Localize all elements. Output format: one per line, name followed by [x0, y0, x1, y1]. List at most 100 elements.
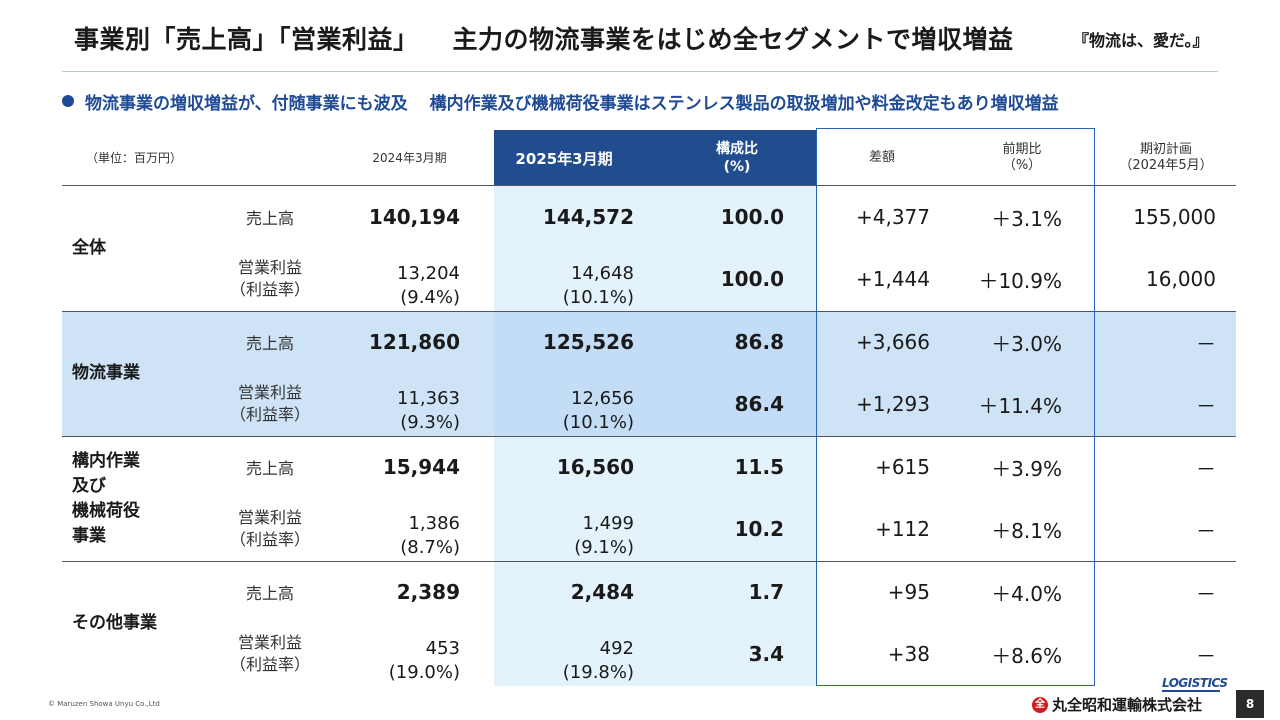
profit-fy2024-rate: (8.7%): [400, 536, 460, 560]
row-label-profit-line2: （利益率）: [230, 654, 310, 676]
segment-name-line: 構内作業: [72, 449, 140, 474]
row-label-profit-line1: 営業利益: [238, 382, 302, 404]
sales-plan: －: [1096, 436, 1216, 498]
row-label-profit-line2: （利益率）: [230, 529, 310, 551]
profit-fy2025-rate: (9.1%): [574, 536, 634, 560]
row-label-sales: 売上高: [210, 186, 330, 248]
title-divider: [62, 71, 1218, 72]
tagline: 『物流は、愛だ。』: [1073, 27, 1209, 51]
segment-name: 構内作業 及び 機械荷役 事業: [72, 438, 202, 559]
sales-yoy: ＋3.9%: [962, 436, 1062, 498]
profit-fy2025: 1,499 (9.1%): [494, 498, 634, 560]
header-yoy: 前期比 （%）: [972, 130, 1072, 186]
page-number: 8: [1236, 690, 1264, 718]
profit-fy2024: 453 (19.0%): [332, 623, 460, 685]
row-label-profit-line2: （利益率）: [230, 279, 310, 301]
profit-fy2024: 11,363 (9.3%): [332, 373, 460, 435]
header-plan-line2: （2024年5月）: [1119, 158, 1212, 174]
segment-name-line: 機械荷役: [72, 499, 140, 524]
profit-yoy: ＋11.4%: [962, 373, 1062, 435]
profit-fy2024-value: 1,386: [408, 512, 460, 536]
profit-fy2025-value: 12,656: [571, 387, 634, 411]
row-label-profit: 営業利益 （利益率）: [210, 248, 330, 310]
profit-diff: +112: [818, 498, 930, 560]
sales-plan: －: [1096, 311, 1216, 373]
bullet-icon: [62, 95, 74, 107]
row-label-profit-line1: 営業利益: [238, 257, 302, 279]
profit-ratio: 10.2: [636, 498, 784, 560]
profit-plan: －: [1096, 373, 1216, 435]
page-title: 事業別「売上高」「営業利益」 主力の物流事業をはじめ全セグメントで増収増益: [74, 20, 1014, 56]
profit-fy2025: 492 (19.8%): [494, 623, 634, 685]
header-yoy-line1: 前期比: [1002, 142, 1041, 158]
profit-yoy: ＋8.6%: [962, 623, 1062, 685]
summary-part1: 物流事業の増収増益が、付随事業にも波及: [85, 89, 408, 114]
row-label-profit-line2: （利益率）: [230, 404, 310, 426]
row-label-sales: 売上高: [210, 561, 330, 623]
segment-name-line: 物流事業: [72, 361, 140, 386]
sales-diff: +3,666: [818, 311, 930, 373]
sales-fy2025: 16,560: [494, 436, 634, 498]
profit-ratio: 86.4: [636, 373, 784, 435]
sales-diff: +4,377: [818, 186, 930, 248]
summary-line: 物流事業の増収増益が、付随事業にも波及 構内作業及び機械荷役事業はステンレス製品…: [62, 88, 1059, 114]
segment-name: その他事業: [72, 563, 202, 684]
sales-diff: +95: [818, 561, 930, 623]
sales-yoy: ＋3.1%: [962, 186, 1062, 248]
profit-fy2024-value: 453: [426, 637, 460, 661]
sales-yoy: ＋3.0%: [962, 311, 1062, 373]
sales-fy2024: 2,389: [332, 561, 460, 623]
profit-fy2024-rate: (9.3%): [400, 411, 460, 435]
sales-fy2024: 121,860: [332, 311, 460, 373]
logistics-logo: LOGISTICS: [1162, 676, 1220, 692]
profit-ratio: 100.0: [636, 248, 784, 310]
segment-results-table: （単位：百万円） 2024年3月期 2025年3月期 構成比 (%) 差額 前期比 （%） 期初…: [62, 130, 1236, 686]
sales-ratio: 100.0: [636, 186, 784, 248]
profit-diff: +38: [818, 623, 930, 685]
profit-fy2025-value: 492: [600, 637, 634, 661]
sales-fy2025: 125,526: [494, 311, 634, 373]
profit-diff: +1,444: [818, 248, 930, 310]
row-label-profit: 営業利益 （利益率）: [210, 498, 330, 560]
profit-fy2024-value: 11,363: [397, 387, 460, 411]
company-emblem-icon: 全: [1032, 697, 1048, 713]
profit-diff: +1,293: [818, 373, 930, 435]
header-diff: 差額: [822, 130, 942, 186]
sales-plan: 155,000: [1096, 186, 1216, 248]
profit-fy2024-rate: (19.0%): [389, 661, 460, 685]
profit-fy2024-rate: (9.4%): [400, 286, 460, 310]
segment-name: 物流事業: [72, 313, 202, 434]
header-ratio-line2: (%): [724, 158, 751, 176]
segment-name-line: 及び: [72, 474, 106, 499]
header-fy2024: 2024年3月期: [332, 130, 487, 186]
company-name-text: 丸全昭和運輸株式会社: [1052, 694, 1202, 715]
sales-fy2025: 2,484: [494, 561, 634, 623]
row-label-profit-line1: 営業利益: [238, 632, 302, 654]
title-sub: 主力の物流事業をはじめ全セグメントで増収増益: [453, 25, 1014, 54]
profit-yoy: ＋8.1%: [962, 498, 1062, 560]
row-label-profit: 営業利益 （利益率）: [210, 373, 330, 435]
profit-fy2025-value: 14,648: [571, 262, 634, 286]
summary-part2: 構内作業及び機械荷役事業はステンレス製品の取扱増加や料金改定もあり増収増益: [430, 89, 1059, 114]
sales-ratio: 11.5: [636, 436, 784, 498]
profit-plan: 16,000: [1096, 248, 1216, 310]
unit-label: （単位：百万円）: [86, 130, 226, 186]
header-ratio-line1: 構成比: [716, 140, 758, 158]
row-label-profit: 営業利益 （利益率）: [210, 623, 330, 685]
profit-yoy: ＋10.9%: [962, 248, 1062, 310]
segment-name-line: 全体: [72, 236, 106, 261]
profit-fy2025-value: 1,499: [582, 512, 634, 536]
sales-ratio: 86.8: [636, 311, 784, 373]
profit-plan: －: [1096, 498, 1216, 560]
sales-fy2024: 15,944: [332, 436, 460, 498]
segment-name: 全体: [72, 188, 202, 309]
segment-name-line: その他事業: [72, 611, 157, 636]
profit-ratio: 3.4: [636, 623, 784, 685]
copyright: © Maruzen Showa Unyu Co.,Ltd: [48, 700, 160, 708]
profit-fy2025-rate: (10.1%): [563, 286, 634, 310]
header-yoy-line2: （%）: [1003, 158, 1041, 174]
row-label-profit-line1: 営業利益: [238, 507, 302, 529]
company-name: 全丸全昭和運輸株式会社: [1032, 694, 1202, 715]
row-label-sales: 売上高: [210, 436, 330, 498]
segment-name-line: 事業: [72, 524, 106, 549]
